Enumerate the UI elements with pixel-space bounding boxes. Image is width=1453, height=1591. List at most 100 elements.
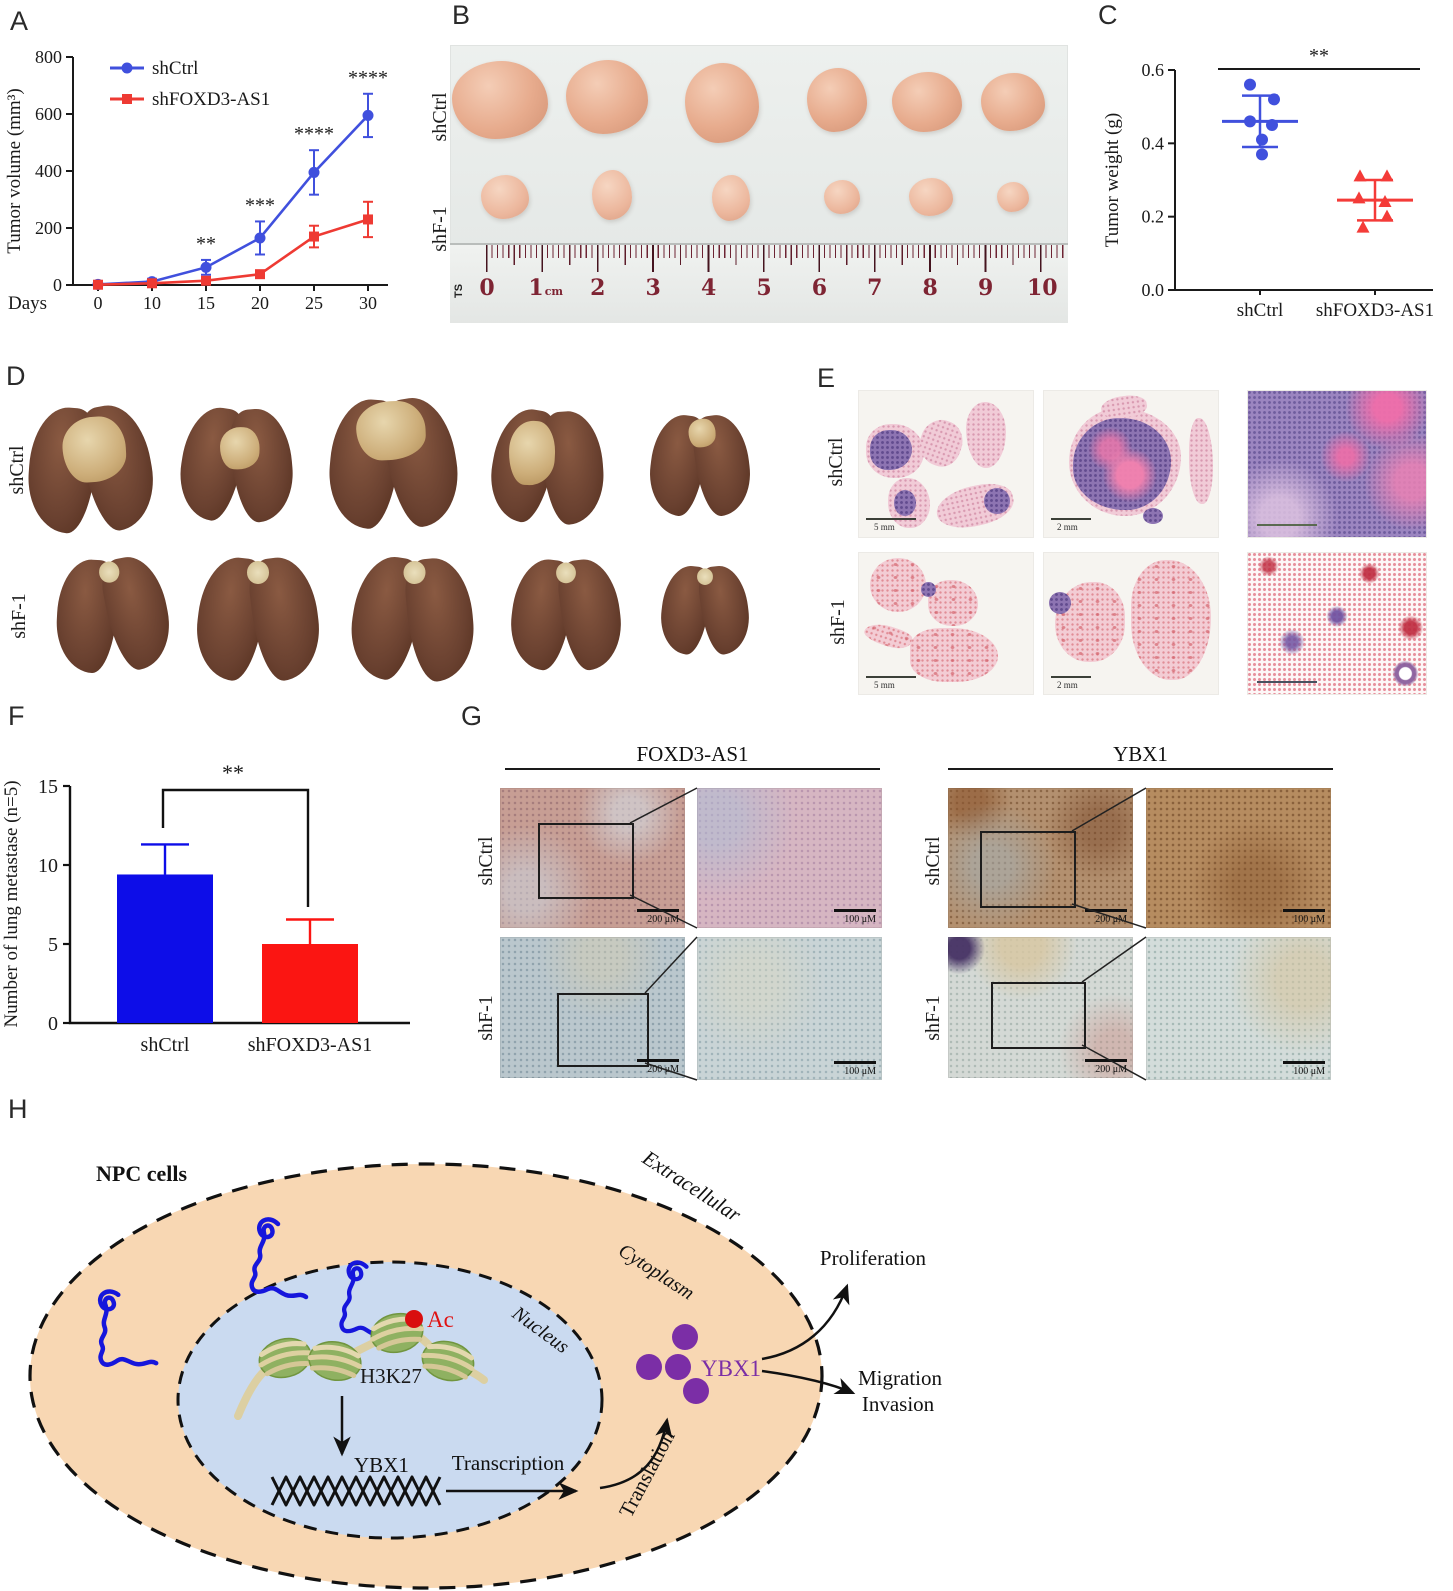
scale-bar [1257, 524, 1317, 526]
ihc-foxd3as1-shctrl-image: 200 μM [500, 788, 685, 928]
ihc-ybx1-shctrl-image: 200 μM [948, 788, 1133, 928]
legend-marker [121, 62, 133, 74]
legend-marker [122, 94, 132, 104]
ruler-number: 5 [756, 275, 772, 301]
transcription-label: Transcription [452, 1451, 565, 1475]
panel-label-a: A [10, 6, 29, 36]
x-tick-label: 25 [305, 293, 323, 313]
scale-bar-label: 2 mm [1057, 522, 1078, 532]
lung-specimen [656, 560, 754, 657]
x-tick-label: 20 [251, 293, 269, 313]
ruler-number: 2 [590, 275, 606, 301]
panel-b-row-label-shf1: shF-1 [429, 206, 451, 252]
axes [1174, 70, 1433, 291]
he-tissue-blob [928, 580, 978, 626]
lung-tumor-nodule [688, 419, 716, 448]
he-section-shctrl-high [1247, 390, 1427, 538]
lung-specimen [53, 547, 178, 678]
ruler-brand: TS [453, 283, 466, 299]
ruler-number: 10 [1027, 275, 1058, 301]
he-section-shctrl-low: 5 mm [858, 390, 1034, 538]
data-point [200, 261, 212, 273]
significance-label: ** [1309, 45, 1329, 67]
category-label: shCtrl [141, 1034, 190, 1056]
data-point [1244, 78, 1256, 91]
ybx1-protein-label: YBX1 [701, 1356, 761, 1381]
data-point [1380, 209, 1394, 222]
acetyl-label: Ac [427, 1307, 454, 1332]
npc-cells-label: NPC cells [96, 1161, 187, 1186]
y-tick-label: 0 [53, 275, 62, 295]
he-section-shf1-high [1247, 552, 1427, 695]
migration-arrow [761, 1369, 856, 1395]
group-label: shFOXD3-AS1 [1316, 300, 1434, 321]
y-tick-label: 15 [38, 776, 58, 798]
lung-specimen [324, 387, 466, 532]
ihc-foxd3as1-row-label-shctrl: shCtrl [475, 836, 497, 886]
y-axis-label: Number of lung metastase (n=5) [1, 780, 22, 1027]
tumor-photo: 0 1cm 2 3 4 5 6 7 8 9 10 TS [450, 45, 1068, 323]
y-tick-label: 200 [35, 218, 62, 238]
he-tumor-blob [1049, 592, 1071, 614]
bar [117, 874, 213, 1023]
proliferation-label: Proliferation [820, 1246, 927, 1270]
scale-bar-100: 100 μM [1283, 1061, 1325, 1077]
data-point [1380, 169, 1394, 182]
scale-bar [1051, 518, 1091, 520]
he-tissue-blob [862, 619, 914, 653]
ruler-number: 9 [977, 275, 994, 301]
y-tick-label: 0 [48, 1013, 58, 1035]
he-tissue-blob [870, 558, 926, 612]
ruler-number: 6 [811, 275, 828, 301]
ruler-number: 0 [479, 275, 495, 301]
panel-label-d: D [6, 361, 26, 391]
ybx1-gene-label: YBX1 [354, 1453, 409, 1477]
panel-label-e: E [817, 363, 836, 393]
ihc-title-underline [948, 768, 1333, 770]
he-tissue-blob [1189, 418, 1213, 504]
series-line [97, 114, 369, 286]
panel-label-f: F [8, 701, 25, 731]
ihc-ybx1-shf1-zoom: 100 μM [1146, 937, 1331, 1080]
he-tumor-blob [1073, 418, 1171, 510]
h3k27-label: H3K27 [360, 1364, 422, 1388]
inset-rectangle [980, 831, 1076, 908]
ybx1-protein-icon [636, 1324, 709, 1404]
he-tissue-blob [966, 402, 1006, 468]
significance-label: **** [348, 67, 388, 89]
significance-label: **** [294, 123, 334, 145]
scale-bar [1051, 676, 1091, 678]
acetyl-mark-icon [405, 1310, 423, 1328]
x-tick-label: 30 [359, 293, 377, 313]
invasion-label: Invasion [862, 1392, 935, 1416]
lung-specimen [343, 547, 479, 685]
he-section-shf1-mid: 2 mm [1043, 552, 1219, 695]
tumor-specimen [592, 170, 632, 220]
y-tick-label: 0.4 [1142, 133, 1165, 153]
scale-bar-200: 200 μM [637, 1059, 679, 1075]
translation-arrow [599, 1417, 673, 1490]
x-tick-label: 15 [197, 293, 215, 313]
nucleus-membrane [176, 1260, 604, 1540]
tumor-volume-chart: 0 200 400 600 800 0 10 15 20 25 30 Days Tumor volume… [4, 47, 388, 314]
panel-label-h: H [8, 1094, 28, 1124]
scale-bar-label: 5 mm [874, 522, 895, 532]
tumor-weight-chart: 0.0 0.2 0.4 0.6 Tumor weight (g) shCtrl shFOXD… [1102, 45, 1434, 321]
data-point [1352, 191, 1366, 204]
panel-e-row-label-shctrl: shCtrl [825, 437, 847, 487]
he-section-shctrl-mid: 2 mm [1043, 390, 1219, 538]
tumor-specimen [997, 182, 1029, 212]
dna-helix-icon [270, 1475, 442, 1507]
ihc-foxd3as1-shf1-image: 200 μM [500, 937, 685, 1078]
ihc-title-foxd3as1: FOXD3-AS1 [636, 742, 749, 766]
group-label: shCtrl [1237, 300, 1283, 321]
ruler: 0 1cm 2 3 4 5 6 7 8 9 10 TS [450, 243, 1068, 323]
ihc-title-ybx1: YBX1 [1113, 742, 1168, 766]
ihc-foxd3as1-row-label-shf1: shF-1 [475, 995, 497, 1041]
ihc-ybx1-row-label-shf1: shF-1 [922, 995, 944, 1041]
he-tumor-blob [984, 488, 1010, 514]
lung-metastasis-chart: 0 5 10 15 Number of lung metastase (n=5) shCt… [1, 760, 410, 1056]
he-tumor-blob [894, 490, 916, 516]
ruler-number: 1cm [528, 275, 564, 301]
